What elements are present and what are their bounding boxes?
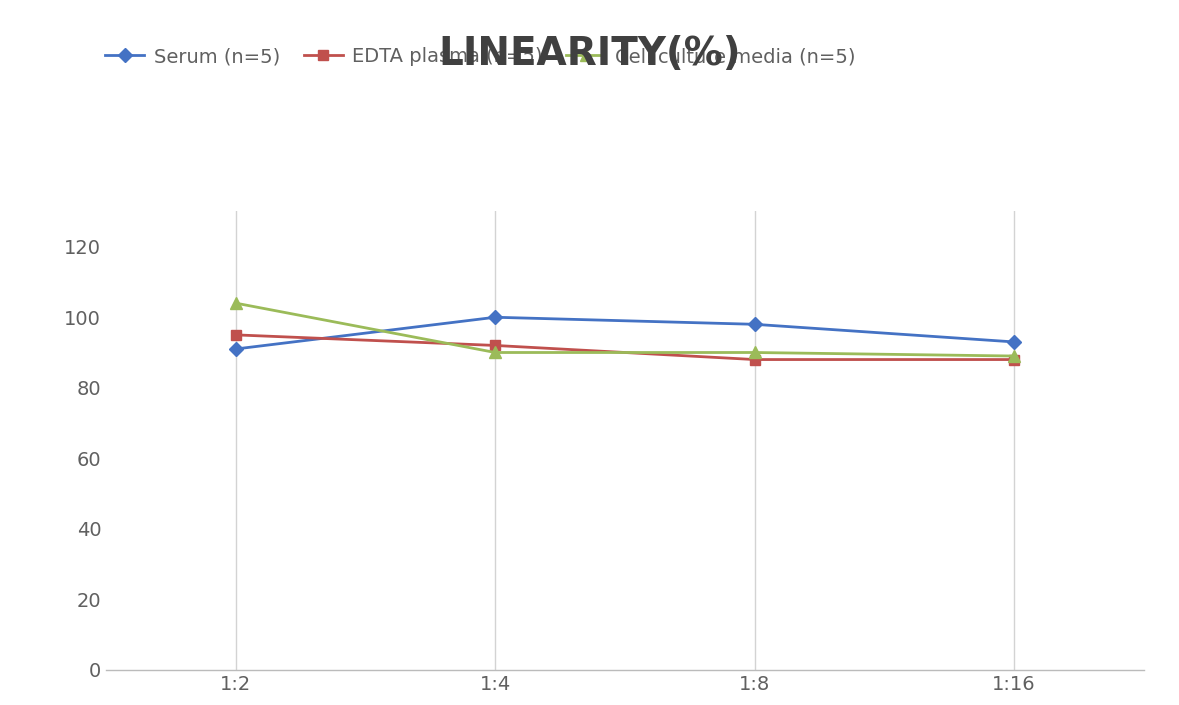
EDTA plasma (n=5)	[747, 355, 762, 364]
Line: Cell culture media (n=5): Cell culture media (n=5)	[230, 298, 1020, 362]
Serum (n=5)	[488, 313, 502, 321]
Serum (n=5)	[1007, 338, 1021, 346]
Serum (n=5)	[747, 320, 762, 329]
EDTA plasma (n=5)	[1007, 355, 1021, 364]
Line: Serum (n=5): Serum (n=5)	[231, 312, 1019, 354]
Legend: Serum (n=5), EDTA plasma (n=5), Cell culture media (n=5): Serum (n=5), EDTA plasma (n=5), Cell cul…	[105, 47, 855, 66]
EDTA plasma (n=5)	[229, 331, 243, 339]
Cell culture media (n=5)	[747, 348, 762, 357]
Cell culture media (n=5)	[1007, 352, 1021, 360]
Cell culture media (n=5)	[229, 299, 243, 307]
Cell culture media (n=5)	[488, 348, 502, 357]
EDTA plasma (n=5)	[488, 341, 502, 350]
Line: EDTA plasma (n=5): EDTA plasma (n=5)	[231, 330, 1019, 364]
Text: LINEARITY(%): LINEARITY(%)	[439, 35, 740, 73]
Serum (n=5)	[229, 345, 243, 353]
